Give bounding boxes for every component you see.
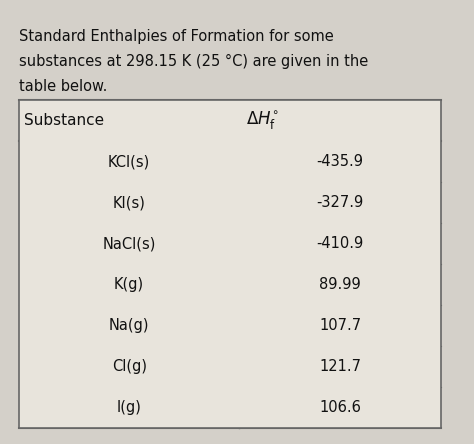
Text: KI(s): KI(s) — [113, 195, 146, 210]
Text: 89.99: 89.99 — [319, 277, 361, 292]
Text: $\Delta H_{\mathrm{f}}^{\circ}$: $\Delta H_{\mathrm{f}}^{\circ}$ — [246, 109, 279, 131]
Text: 121.7: 121.7 — [319, 359, 361, 374]
Text: -435.9: -435.9 — [317, 154, 364, 169]
Text: 106.6: 106.6 — [319, 400, 361, 416]
Text: I(g): I(g) — [117, 400, 142, 416]
Text: 107.7: 107.7 — [319, 318, 361, 333]
Text: Substance: Substance — [24, 113, 104, 128]
Text: table below.: table below. — [19, 79, 107, 95]
Text: NaCl(s): NaCl(s) — [102, 236, 156, 251]
Text: -327.9: -327.9 — [317, 195, 364, 210]
Text: -410.9: -410.9 — [317, 236, 364, 251]
Text: substances at 298.15 K (25 °C) are given in the: substances at 298.15 K (25 °C) are given… — [19, 54, 368, 69]
Text: KCl(s): KCl(s) — [108, 154, 150, 169]
Text: K(g): K(g) — [114, 277, 144, 292]
Text: Na(g): Na(g) — [109, 318, 149, 333]
Text: Cl(g): Cl(g) — [112, 359, 146, 374]
Text: Standard Enthalpies of Formation for some: Standard Enthalpies of Formation for som… — [19, 29, 334, 44]
